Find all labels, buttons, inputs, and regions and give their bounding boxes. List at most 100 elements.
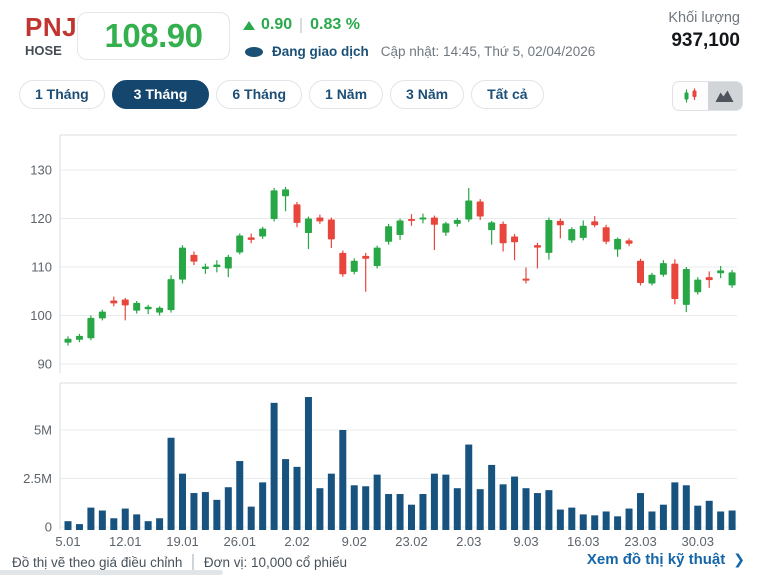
volume-bar[interactable] bbox=[419, 494, 427, 530]
candle-body[interactable] bbox=[316, 217, 324, 222]
candle-body[interactable] bbox=[671, 263, 679, 300]
volume-bar[interactable] bbox=[247, 506, 255, 530]
candle-body[interactable] bbox=[499, 223, 507, 244]
tab-3-nam[interactable]: 3 Năm bbox=[390, 80, 465, 109]
volume-bar[interactable] bbox=[110, 518, 118, 530]
volume-bar[interactable] bbox=[671, 482, 679, 530]
candle-body[interactable] bbox=[156, 307, 164, 313]
volume-bar[interactable] bbox=[64, 521, 72, 530]
candle-body[interactable] bbox=[488, 222, 496, 231]
volume-bar[interactable] bbox=[728, 510, 736, 530]
tab-6-thang[interactable]: 6 Tháng bbox=[216, 80, 303, 109]
candle-body[interactable] bbox=[110, 300, 118, 304]
candle-body[interactable] bbox=[591, 221, 599, 226]
tab-1-nam[interactable]: 1 Năm bbox=[309, 80, 384, 109]
candle-body[interactable] bbox=[579, 225, 587, 238]
price-volume-chart[interactable]: 130 120 110 100 90 5M 2.5M 05.01 12.01 19.01 26.01… bbox=[0, 115, 765, 575]
candle-body[interactable] bbox=[637, 260, 644, 284]
volume-bar[interactable] bbox=[568, 507, 576, 530]
candle-body[interactable] bbox=[247, 237, 255, 240]
candle-body[interactable] bbox=[201, 266, 209, 269]
volume-bar[interactable] bbox=[362, 486, 370, 530]
volume-bar[interactable] bbox=[614, 516, 622, 530]
candle-body[interactable] bbox=[98, 311, 106, 319]
volume-bar[interactable] bbox=[121, 508, 129, 530]
volume-bar[interactable] bbox=[591, 515, 599, 530]
candle-body[interactable] bbox=[511, 236, 519, 243]
candle-body[interactable] bbox=[533, 245, 541, 248]
volume-bar[interactable] bbox=[408, 504, 415, 530]
candle-body[interactable] bbox=[339, 252, 347, 275]
candle-body[interactable] bbox=[453, 219, 461, 224]
volume-bar[interactable] bbox=[385, 494, 393, 530]
volume-bar[interactable] bbox=[476, 489, 484, 530]
volume-bar[interactable] bbox=[625, 508, 633, 530]
candle-body[interactable] bbox=[213, 264, 221, 267]
candle-body[interactable] bbox=[648, 274, 656, 284]
candle-body[interactable] bbox=[144, 306, 152, 310]
volume-bar[interactable] bbox=[705, 500, 713, 530]
candle-body[interactable] bbox=[167, 279, 175, 311]
candle-body[interactable] bbox=[293, 204, 301, 223]
volume-bar[interactable] bbox=[488, 464, 496, 530]
candle-body[interactable] bbox=[602, 227, 610, 242]
candle-body[interactable] bbox=[190, 254, 198, 262]
candlestick-view-button[interactable] bbox=[673, 82, 708, 110]
tab-3-thang[interactable]: 3 Tháng bbox=[111, 80, 210, 109]
volume-bar[interactable] bbox=[522, 488, 530, 530]
candle-body[interactable] bbox=[304, 218, 312, 234]
candle-body[interactable] bbox=[282, 189, 290, 197]
candle-body[interactable] bbox=[476, 201, 484, 217]
candle-body[interactable] bbox=[659, 263, 667, 275]
candle-body[interactable] bbox=[728, 272, 736, 286]
volume-bar[interactable] bbox=[556, 509, 564, 530]
volume-bar[interactable] bbox=[511, 476, 519, 530]
candle-body[interactable] bbox=[522, 278, 530, 281]
volume-bar[interactable] bbox=[236, 461, 244, 530]
tab-tat-ca[interactable]: Tất cả bbox=[471, 80, 544, 109]
candle-body[interactable] bbox=[396, 220, 404, 235]
volume-bar[interactable] bbox=[133, 514, 141, 530]
volume-bar[interactable] bbox=[179, 473, 186, 530]
candle-body[interactable] bbox=[179, 247, 186, 280]
candle-body[interactable] bbox=[408, 218, 415, 221]
volume-bar[interactable] bbox=[304, 397, 312, 530]
candle-body[interactable] bbox=[224, 256, 232, 269]
volume-bar[interactable] bbox=[602, 511, 610, 530]
volume-bar[interactable] bbox=[167, 437, 175, 530]
volume-bar[interactable] bbox=[533, 493, 541, 530]
volume-bar[interactable] bbox=[465, 444, 473, 530]
candle-body[interactable] bbox=[87, 317, 95, 339]
volume-bar[interactable] bbox=[75, 524, 83, 530]
candle-body[interactable] bbox=[121, 299, 129, 306]
candle-body[interactable] bbox=[133, 302, 141, 311]
technical-chart-link[interactable]: Xem đồ thị kỹ thuật ❯ bbox=[587, 551, 745, 568]
candle-body[interactable] bbox=[419, 217, 427, 220]
volume-bar[interactable] bbox=[144, 521, 152, 530]
volume-bar[interactable] bbox=[682, 485, 690, 530]
volume-bar[interactable] bbox=[282, 459, 290, 530]
volume-bar[interactable] bbox=[453, 488, 461, 530]
candle-body[interactable] bbox=[568, 229, 576, 241]
volume-bar[interactable] bbox=[648, 511, 656, 530]
candle-body[interactable] bbox=[694, 279, 702, 293]
candle-body[interactable] bbox=[545, 219, 553, 253]
candle-body[interactable] bbox=[556, 220, 564, 226]
candle-body[interactable] bbox=[362, 255, 370, 259]
candle-body[interactable] bbox=[442, 223, 450, 233]
volume-bar[interactable] bbox=[327, 473, 335, 530]
candle-body[interactable] bbox=[717, 270, 725, 274]
volume-bar[interactable] bbox=[430, 473, 438, 530]
volume-bar[interactable] bbox=[316, 488, 324, 530]
candle-body[interactable] bbox=[350, 260, 358, 272]
candle-body[interactable] bbox=[75, 335, 83, 340]
volume-bar[interactable] bbox=[339, 430, 347, 530]
candle-body[interactable] bbox=[625, 240, 633, 244]
candle-body[interactable] bbox=[327, 219, 335, 240]
volume-bar[interactable] bbox=[659, 504, 667, 530]
volume-bar[interactable] bbox=[190, 493, 198, 530]
candle-body[interactable] bbox=[373, 247, 381, 267]
volume-bar[interactable] bbox=[213, 499, 221, 530]
candle-body[interactable] bbox=[682, 268, 690, 305]
candle-body[interactable] bbox=[259, 228, 267, 237]
